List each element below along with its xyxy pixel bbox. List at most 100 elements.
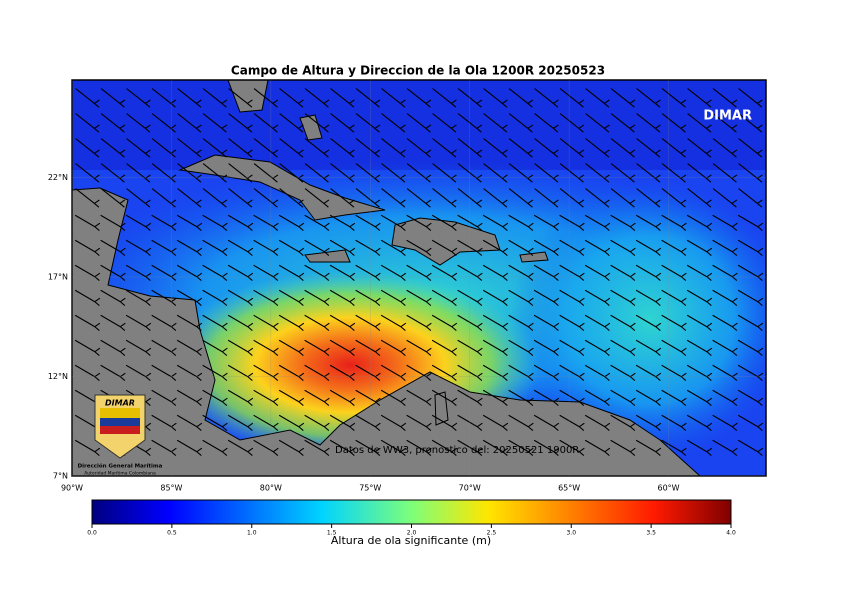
lat-tick-label: 22°N [48, 173, 68, 182]
wave-arrow [330, 188, 350, 204]
wave-arrow [533, 264, 555, 278]
wave-arrow [585, 163, 605, 179]
wave-arrow-head [706, 272, 713, 281]
wave-arrow [686, 339, 708, 353]
wave-arrow-head [170, 347, 177, 356]
wave-arrow-head [94, 447, 101, 456]
wave-arrow-head [757, 199, 763, 208]
wave-arrow [483, 138, 503, 154]
wave-arrow-head [170, 247, 177, 256]
wave-arrow-head [272, 124, 279, 133]
wave-arrow [610, 163, 631, 179]
wave-arrow-head [553, 372, 560, 381]
wave-arrow-head [298, 149, 304, 158]
wave-arrow-head [196, 397, 203, 406]
wave-arrow [738, 188, 758, 204]
wave-arrow-head [145, 199, 151, 208]
land [72, 80, 701, 476]
wave-arrow [508, 188, 529, 204]
wave-arrow [100, 163, 121, 179]
colorbar-tick-label: 3.5 [646, 530, 656, 537]
wave-arrow [661, 188, 682, 204]
wave-arrow-head [527, 222, 534, 231]
wave-arrow-head [731, 272, 738, 281]
wave-arrow [533, 414, 555, 428]
wave-arrow-head [400, 372, 407, 381]
wave-arrow-head [170, 297, 177, 306]
wave-arrow [508, 163, 529, 179]
wave-arrow [355, 389, 376, 403]
wave-arrow [125, 364, 147, 378]
wave-arrow-head [527, 322, 534, 331]
map-area: DIMAR Datos de WW3, pronostico del: 2025… [72, 80, 766, 476]
wave-arrow-head [323, 272, 330, 281]
wave-arrow [278, 314, 300, 328]
wave-arrow [202, 188, 223, 204]
wave-arrow-head [272, 174, 279, 183]
wave-arrow-head [119, 347, 126, 356]
wave-arrow-head [170, 422, 177, 431]
wave-arrow [355, 264, 376, 278]
wave-arrow-head [298, 297, 305, 306]
wave-arrow [457, 389, 478, 403]
wave-arrow [610, 138, 631, 154]
wave-arrow [406, 188, 427, 204]
wave-arrow-head [298, 397, 305, 406]
wave-arrow-head [196, 322, 203, 331]
wave-arrow [177, 188, 197, 204]
wave-arrow [432, 138, 452, 154]
wave-arrows [74, 88, 764, 456]
wave-arrow [176, 314, 198, 328]
wave-arrow-head [502, 149, 508, 158]
wave-arrow [635, 339, 657, 353]
wave-arrow [355, 163, 376, 179]
wave-arrow-head [145, 422, 152, 431]
wave-arrow-head [425, 247, 432, 256]
wave-arrow [151, 289, 172, 303]
wave-arrow-head [196, 422, 203, 431]
wave-arrow-head [145, 99, 151, 108]
wave-arrow-head [221, 124, 228, 133]
wave-arrow [431, 214, 453, 228]
wave-arrow [304, 239, 325, 253]
wave-arrow-head [604, 297, 611, 306]
wave-arrow [227, 339, 249, 353]
wave-arrow [228, 113, 248, 129]
wave-arrow-head [527, 447, 534, 456]
colorbar [91, 499, 732, 525]
wave-arrow-head [323, 247, 330, 256]
wave-arrow [177, 88, 197, 104]
wave-arrow [278, 389, 300, 403]
colorbar-tick-label: 0.5 [167, 530, 177, 537]
wave-arrow-head [527, 422, 534, 431]
wave-arrow [508, 364, 529, 378]
wave-arrow [432, 163, 452, 179]
lat-tick-label: 17°N [48, 273, 68, 282]
wave-arrow-head [706, 397, 713, 406]
wave-arrow [279, 188, 299, 204]
colorbar-tick-label: 0.0 [87, 530, 97, 537]
wave-arrow-head [323, 372, 330, 381]
wave-arrow [686, 264, 708, 278]
wave-arrow-head [655, 397, 662, 406]
wave-arrow [533, 239, 555, 253]
wave-arrow-head [731, 322, 738, 331]
wave-arrow [355, 364, 376, 378]
wave-arrow-head [425, 347, 432, 356]
wave-arrow [253, 339, 274, 353]
wave-arrow-head [706, 222, 713, 231]
wave-arrow-head [680, 297, 687, 306]
wave-arrow [329, 264, 351, 278]
wave-arrow [585, 88, 605, 104]
wave-arrow [355, 214, 376, 228]
wave-arrow [381, 188, 401, 204]
wave-arrow [202, 439, 223, 453]
wave-arrow [126, 88, 146, 104]
wave-arrow [431, 314, 453, 328]
wave-arrow-head [425, 149, 432, 158]
wave-arrow [584, 239, 606, 253]
wave-arrow-head [374, 447, 381, 456]
wave-arrow [508, 389, 529, 403]
wave-arrow [457, 113, 478, 129]
wave-arrow [406, 113, 427, 129]
